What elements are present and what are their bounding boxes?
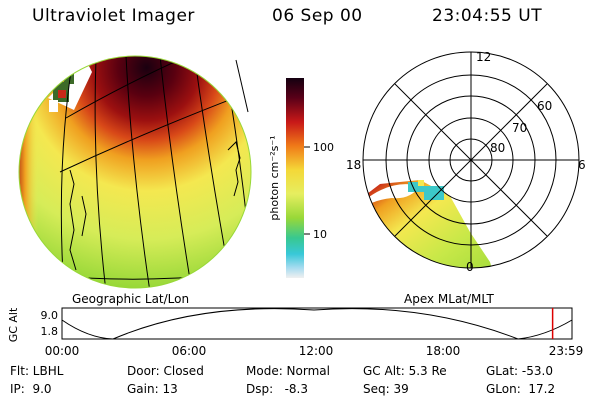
time-tick-0600: 06:00 bbox=[172, 344, 207, 358]
time-tick-0000: 00:00 bbox=[45, 344, 80, 358]
left-panel-caption: Geographic Lat/Lon bbox=[72, 292, 189, 306]
colorbar-tick-low: 10 bbox=[313, 228, 327, 241]
glat-readout: GLat: -53.0 bbox=[486, 364, 553, 378]
earth-disk-image bbox=[18, 55, 252, 289]
mlat-label-70: 70 bbox=[512, 121, 527, 135]
dsp-readout: Dsp: -8.3 bbox=[246, 382, 309, 396]
right-panel-caption: Apex MLat/MLT bbox=[404, 292, 494, 306]
mlt-label-noon: 12 bbox=[476, 50, 491, 64]
alt-ylabel: GC Alt bbox=[7, 307, 20, 342]
gc-alt-readout: GC Alt: 5.3 Re bbox=[363, 364, 447, 378]
colorbar-tick-high: 100 bbox=[313, 141, 334, 154]
door-readout: Door: Closed bbox=[127, 364, 204, 378]
polar-mlt-plot: 12 18 6 0 60 70 80 bbox=[346, 50, 586, 274]
colorbar-unit-label: photon cm⁻²s⁻¹ bbox=[268, 135, 281, 220]
time-tick-2359: 23:59 bbox=[549, 344, 584, 358]
ip-readout: IP: 9.0 bbox=[10, 382, 52, 396]
observation-time: 23:04:55 UT bbox=[432, 6, 543, 26]
time-tick-1200: 12:00 bbox=[299, 344, 334, 358]
filter-readout: Flt: LBHL bbox=[10, 364, 64, 378]
mlt-label-dawn: 6 bbox=[578, 158, 586, 172]
alt-tick-low: 1.8 bbox=[41, 325, 59, 338]
mlat-label-60: 60 bbox=[537, 99, 552, 113]
mlt-label-dusk: 18 bbox=[346, 158, 361, 172]
alt-tick-high: 9.0 bbox=[41, 309, 59, 322]
mode-readout: Mode: Normal bbox=[246, 364, 330, 378]
altitude-strip: 9.0 1.8 GC Alt 00:00 06:00 12:00 18:00 2… bbox=[7, 307, 583, 358]
time-tick-1800: 18:00 bbox=[426, 344, 461, 358]
glon-readout: GLon: 17.2 bbox=[486, 382, 556, 396]
observation-date: 06 Sep 00 bbox=[272, 6, 363, 26]
seq-readout: Seq: 39 bbox=[363, 382, 409, 396]
mlt-label-midnight: 0 bbox=[466, 260, 474, 274]
image-title: Ultraviolet Imager bbox=[32, 6, 195, 26]
gain-readout: Gain: 13 bbox=[127, 382, 178, 396]
intensity-colorbar: 100 10 photon cm⁻²s⁻¹ bbox=[268, 78, 334, 278]
mlat-label-80: 80 bbox=[490, 141, 505, 155]
